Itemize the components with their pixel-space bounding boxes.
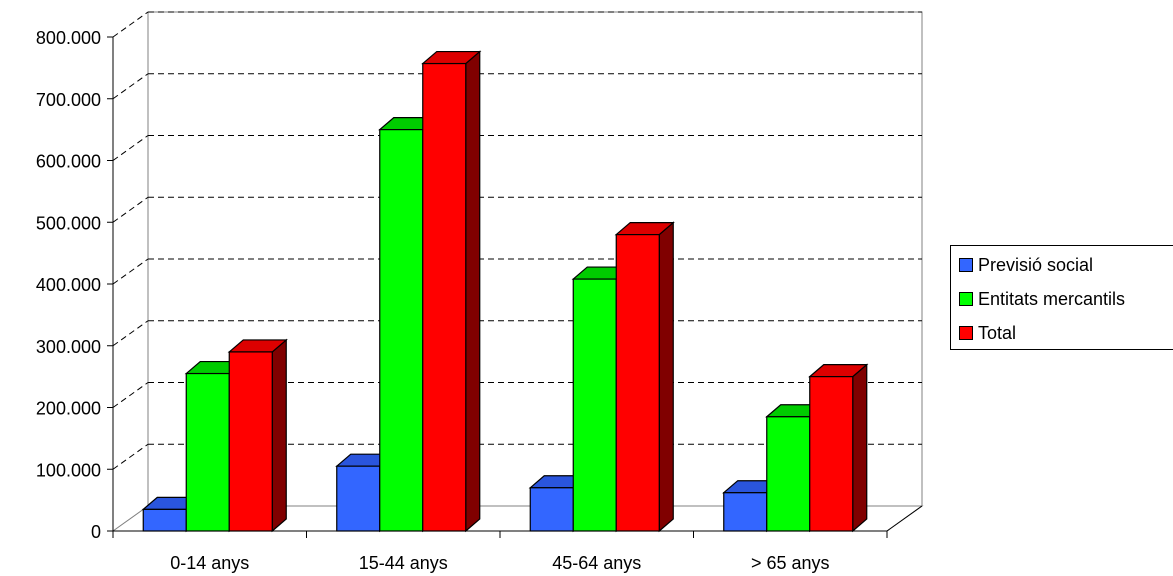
bar-side [271, 338, 287, 533]
y-axis-tick-label: 200.000 [36, 399, 101, 419]
bar [421, 50, 482, 533]
legend-item-total: Total [959, 321, 1016, 345]
side-gridline [112, 382, 149, 408]
bar-front [228, 351, 273, 532]
bar [227, 338, 288, 533]
legend-swatch-previsio-social [959, 258, 973, 272]
bar-front [142, 508, 187, 532]
side-gridline [112, 443, 149, 470]
y-axis-tick-label: 600.000 [36, 152, 101, 172]
y-axis-tick-label: 500.000 [36, 213, 101, 233]
side-gridline [112, 135, 149, 161]
bar-side [852, 363, 868, 533]
floor-edge [886, 505, 923, 532]
x-axis-tick-label: 45-64 anys [552, 553, 641, 573]
bar-front [723, 492, 768, 532]
legend-label: Previsió social [978, 254, 1094, 275]
y-axis-tick-label: 700.000 [36, 90, 101, 110]
bar-side [658, 221, 674, 533]
side-gridline [112, 196, 149, 223]
bar-front [615, 234, 660, 532]
side-gridline [112, 11, 149, 38]
legend-swatch-total [959, 326, 973, 340]
y-axis-tick-label: 100.000 [36, 460, 101, 480]
x-axis-tick-label: 0-14 anys [170, 553, 249, 573]
bar-front [379, 129, 424, 532]
y-axis-tick-label: 300.000 [36, 337, 101, 357]
bar-front [572, 278, 617, 532]
bar-front [336, 465, 381, 532]
bar-front [529, 487, 574, 532]
legend-label: Total [978, 322, 1017, 343]
bar-front [185, 372, 230, 532]
bar [614, 221, 675, 533]
legend-swatch-entitats-mercantils [959, 292, 973, 306]
bar-front [809, 376, 854, 532]
bar-front [766, 416, 811, 532]
x-axis-tick-labels: 0-14 anys 15-44 anys 45-64 anys > 65 anys [170, 553, 829, 573]
bar-front [422, 62, 467, 532]
y-axis-tick-label: 800.000 [36, 28, 101, 48]
side-gridline [112, 73, 149, 100]
x-axis-tick-label: > 65 anys [751, 553, 830, 573]
bars [141, 50, 869, 533]
y-axis-tick-label: 400.000 [36, 275, 101, 295]
side-gridline [112, 320, 149, 347]
side-gridline [112, 258, 149, 285]
legend-item-entitats-mercantils: Entitats mercantils [959, 287, 1125, 311]
y-axis-tick-label: 0 [91, 522, 101, 542]
x-axis-tick-label: 15-44 anys [359, 553, 448, 573]
legend-label: Entitats mercantils [978, 288, 1126, 309]
y-axis-tick-labels: 0 100.000 200.000 300.000 400.000 500.000 600.… [36, 28, 101, 542]
legend-item-previsio-social: Previsió social [959, 253, 1093, 277]
bar [808, 363, 869, 533]
bar-side [465, 50, 481, 533]
legend: Previsió social Entitats mercantils Tota… [950, 245, 1173, 350]
